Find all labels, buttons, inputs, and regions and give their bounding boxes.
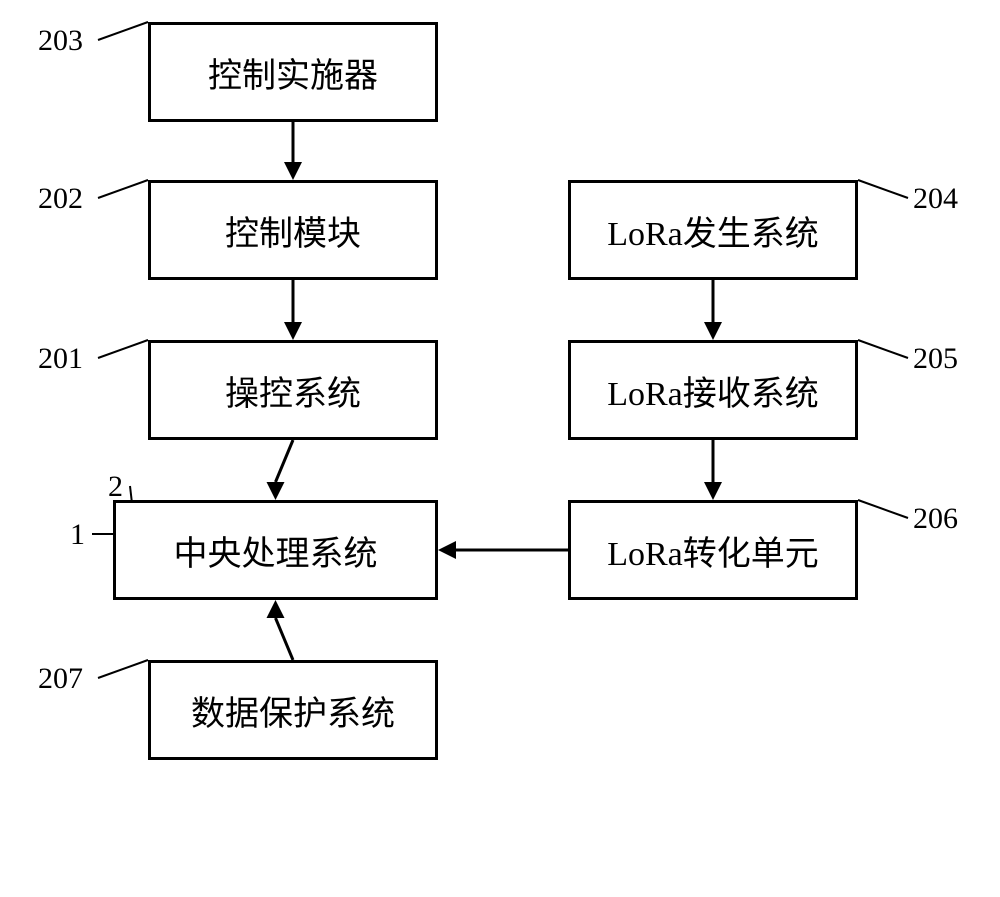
node-n204: LoRa发生系统 xyxy=(568,180,858,280)
node-label: 操控系统 xyxy=(225,366,361,415)
ref-label-r1: 1 xyxy=(70,518,85,552)
node-label: 中央处理系统 xyxy=(174,526,378,575)
node-label: 控制实施器 xyxy=(208,48,378,97)
node-label: 控制模块 xyxy=(225,206,361,255)
diagram-stage: 控制实施器 203 控制模块 202 操控系统 201 中央处理系统数据保护系统 207 LoR… xyxy=(0,0,1000,897)
node-n202: 控制模块 xyxy=(148,180,438,280)
node-n201: 操控系统 xyxy=(148,340,438,440)
node-label: 数据保护系统 xyxy=(191,686,395,735)
node-label: LoRa接收系统 xyxy=(607,366,819,415)
ref-204: 204 xyxy=(913,182,958,216)
arrows-layer xyxy=(0,0,1000,897)
node-n207: 数据保护系统 xyxy=(148,660,438,760)
ref-205: 205 xyxy=(913,342,958,376)
node-label: LoRa转化单元 xyxy=(607,526,819,575)
node-label: LoRa发生系统 xyxy=(607,206,819,255)
node-n203: 控制实施器 xyxy=(148,22,438,122)
ref-label-r2: 2 xyxy=(108,470,123,504)
ref-207: 207 xyxy=(38,662,83,696)
node-n205: LoRa接收系统 xyxy=(568,340,858,440)
ref-206: 206 xyxy=(913,502,958,536)
node-n206: LoRa转化单元 xyxy=(568,500,858,600)
ref-203: 203 xyxy=(38,24,83,58)
ref-201: 201 xyxy=(38,342,83,376)
ref-202: 202 xyxy=(38,182,83,216)
node-n1: 中央处理系统 xyxy=(113,500,438,600)
